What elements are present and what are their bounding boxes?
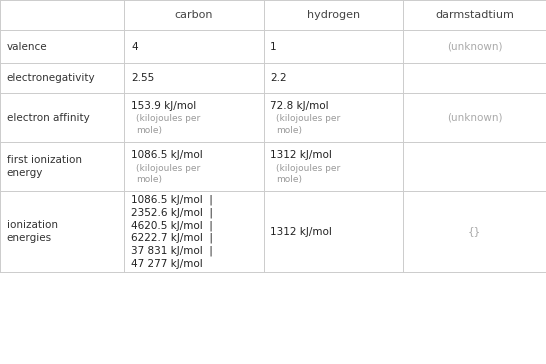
Text: 2.55: 2.55 [131,73,155,83]
Text: (kilojoules per
mole): (kilojoules per mole) [136,163,201,184]
Text: first ionization
energy: first ionization energy [7,155,81,178]
Text: electronegativity: electronegativity [7,73,95,83]
Text: ionization
energies: ionization energies [7,220,57,243]
Text: (unknown): (unknown) [447,41,502,52]
Text: 1086.5 kJ/mol  |
2352.6 kJ/mol  |
4620.5 kJ/mol  |
6222.7 kJ/mol  |
37 831 kJ/mo: 1086.5 kJ/mol | 2352.6 kJ/mol | 4620.5 k… [131,194,213,269]
Text: (kilojoules per
mole): (kilojoules per mole) [136,114,201,135]
Text: carbon: carbon [175,10,213,20]
Text: (kilojoules per
mole): (kilojoules per mole) [276,114,340,135]
Text: (kilojoules per
mole): (kilojoules per mole) [276,163,340,184]
Text: 1312 kJ/mol: 1312 kJ/mol [270,226,332,237]
Text: valence: valence [7,41,47,52]
Text: {}: {} [468,226,481,237]
Text: 4: 4 [131,41,138,52]
Text: darmstadtium: darmstadtium [435,10,514,20]
Text: 1312 kJ/mol: 1312 kJ/mol [270,150,332,160]
Text: 1: 1 [270,41,277,52]
Text: 153.9 kJ/mol: 153.9 kJ/mol [131,101,197,111]
Text: 1086.5 kJ/mol: 1086.5 kJ/mol [131,150,203,160]
Text: 2.2: 2.2 [270,73,287,83]
Text: (unknown): (unknown) [447,113,502,123]
Text: hydrogen: hydrogen [307,10,360,20]
Text: electron affinity: electron affinity [7,113,90,123]
Text: 72.8 kJ/mol: 72.8 kJ/mol [270,101,329,111]
